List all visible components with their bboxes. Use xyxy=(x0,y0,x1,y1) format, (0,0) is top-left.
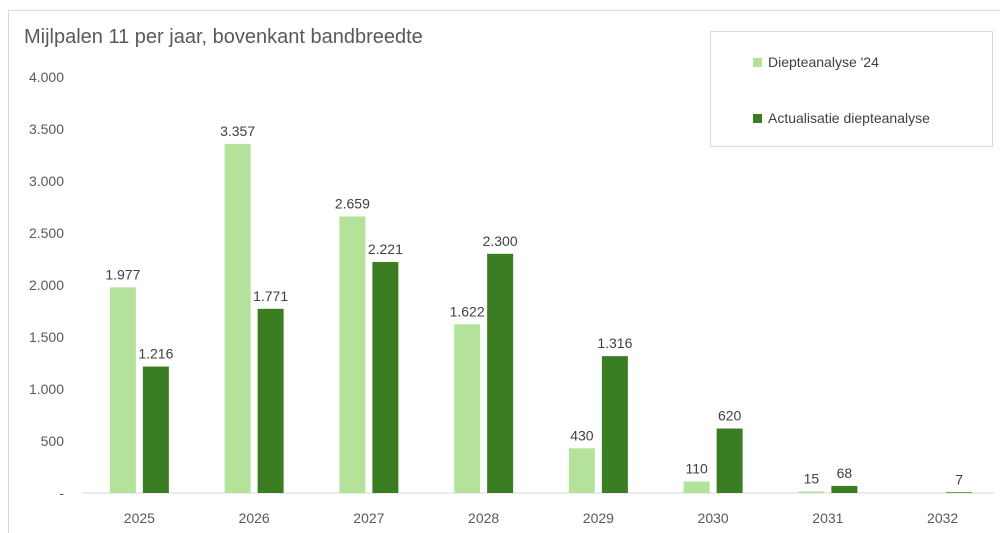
data-label-series-2-2030: 620 xyxy=(718,408,742,424)
bar-series-2-2027 xyxy=(372,262,399,493)
legend-label-series-1: Diepteanalyse '24 xyxy=(768,54,879,70)
legend-item-series-1: Diepteanalyse '24 xyxy=(753,54,879,70)
y-tick-label: 3.500 xyxy=(29,121,64,137)
bar-series-2-2032 xyxy=(946,492,973,493)
data-label-series-1-2025: 1.977 xyxy=(105,266,140,282)
chart-frame xyxy=(8,10,1000,533)
data-label-series-1-2027: 2.659 xyxy=(335,195,370,211)
data-label-series-2-2028: 2.300 xyxy=(483,233,518,249)
y-tick-label: 2.000 xyxy=(29,277,64,293)
bar-series-2-2029 xyxy=(601,356,628,493)
x-tick-label: 2031 xyxy=(812,510,843,526)
x-tick-label: 2026 xyxy=(239,510,270,526)
legend-label-series-2: Actualisatie diepteanalyse xyxy=(768,110,930,126)
data-label-series-2-2026: 1.771 xyxy=(253,288,288,304)
y-tick-label: 1.500 xyxy=(29,329,64,345)
x-tick-label: 2028 xyxy=(468,510,499,526)
legend-swatch-series-2 xyxy=(753,113,762,123)
data-label-series-2-2032: 7 xyxy=(955,471,963,487)
x-tick-label: 2030 xyxy=(698,510,729,526)
data-label-series-1-2031: 15 xyxy=(804,470,820,486)
data-label-series-1-2030: 110 xyxy=(685,461,708,477)
bar-series-2-2025 xyxy=(142,366,169,493)
y-tick-label: 1.000 xyxy=(29,381,64,397)
y-tick-label: 2.500 xyxy=(29,225,64,241)
bar-series-1-2031 xyxy=(798,491,825,493)
bar-series-1-2027 xyxy=(339,216,366,494)
bar-series-2-2028 xyxy=(487,253,514,493)
data-label-series-2-2029: 1.316 xyxy=(597,335,632,351)
data-label-series-2-2025: 1.216 xyxy=(138,346,173,362)
x-tick-label: 2029 xyxy=(583,510,614,526)
y-tick-label: - xyxy=(59,485,64,501)
bar-series-1-2030 xyxy=(683,481,710,493)
bar-series-1-2028 xyxy=(454,324,481,493)
legend-item-series-2: Actualisatie diepteanalyse xyxy=(753,110,930,126)
legend-swatch-series-1 xyxy=(753,57,762,67)
bar-series-1-2029 xyxy=(568,448,595,493)
bar-series-1-2026 xyxy=(224,143,251,493)
data-label-series-2-2027: 2.221 xyxy=(368,241,403,257)
legend: Diepteanalyse '24 Actualisatie diepteana… xyxy=(710,31,993,147)
y-tick-label: 500 xyxy=(41,433,65,449)
y-tick-label: 3.000 xyxy=(29,173,64,189)
x-tick-label: 2027 xyxy=(353,510,384,526)
bar-series-2-2031 xyxy=(831,485,858,493)
data-label-series-1-2026: 3.357 xyxy=(220,123,255,139)
bar-series-2-2030 xyxy=(716,428,743,493)
data-label-series-1-2029: 430 xyxy=(570,427,594,443)
y-tick-label: 4.000 xyxy=(29,69,64,85)
chart-title: Mijlpalen 11 per jaar, bovenkant bandbre… xyxy=(24,26,423,48)
x-tick-label: 2025 xyxy=(124,510,155,526)
data-label-series-1-2028: 1.622 xyxy=(450,303,485,319)
bar-series-1-2025 xyxy=(109,287,136,493)
x-tick-label: 2032 xyxy=(927,510,958,526)
data-label-series-2-2031: 68 xyxy=(837,465,853,481)
bar-series-2-2026 xyxy=(257,308,284,493)
